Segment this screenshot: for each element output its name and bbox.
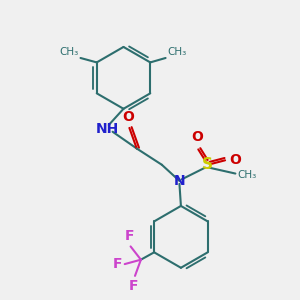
Text: F: F — [112, 257, 122, 271]
Text: O: O — [122, 110, 134, 124]
Text: F: F — [129, 279, 138, 293]
Text: NH: NH — [96, 122, 119, 136]
Text: O: O — [191, 130, 203, 144]
Text: CH₃: CH₃ — [238, 170, 257, 180]
Text: CH₃: CH₃ — [167, 46, 186, 56]
Text: O: O — [229, 153, 241, 167]
Text: CH₃: CH₃ — [60, 46, 79, 56]
Text: S: S — [202, 157, 213, 172]
Text: N: N — [174, 174, 185, 188]
Text: F: F — [124, 230, 134, 244]
